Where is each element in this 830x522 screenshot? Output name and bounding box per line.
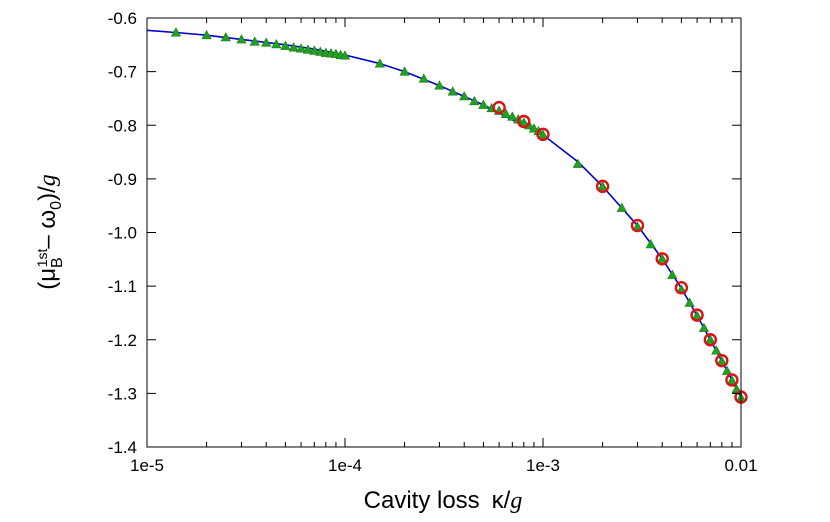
circle-point bbox=[536, 127, 550, 142]
triangle-point bbox=[288, 42, 299, 52]
triangle-point bbox=[280, 40, 291, 50]
triangle-point bbox=[434, 80, 445, 90]
x-tick-label: 1e-3 bbox=[526, 456, 560, 475]
triangle-point bbox=[698, 322, 710, 332]
triangle-point bbox=[302, 44, 314, 54]
circle-point bbox=[517, 114, 531, 129]
circle-point bbox=[492, 100, 506, 115]
triangle-point bbox=[339, 50, 351, 60]
circle-point bbox=[715, 353, 729, 368]
y-tick-label: -1.3 bbox=[108, 384, 137, 403]
triangle-point bbox=[667, 269, 678, 279]
y-tick-label: -0.7 bbox=[108, 63, 137, 82]
triangle-point bbox=[616, 202, 627, 212]
triangle-point bbox=[528, 123, 540, 133]
x-axis-label: Cavity loss κ/g bbox=[364, 487, 523, 514]
circle-point bbox=[595, 179, 610, 194]
x-tick-label: 0.01 bbox=[724, 456, 757, 475]
triangle-point bbox=[309, 45, 320, 55]
triangle-point bbox=[684, 297, 695, 307]
y-tick-label: -0.8 bbox=[108, 116, 137, 135]
triangle-point bbox=[711, 345, 722, 355]
triangle-point bbox=[295, 43, 307, 53]
triangle-point bbox=[478, 99, 489, 109]
triangle-point bbox=[249, 36, 260, 46]
triangle-point bbox=[657, 253, 668, 263]
y-tick-label: -1.4 bbox=[108, 438, 137, 457]
y-tick-label: -1.1 bbox=[108, 277, 137, 296]
circle-point bbox=[690, 308, 704, 322]
triangle-point bbox=[572, 158, 583, 168]
circle-point bbox=[630, 218, 645, 233]
triangle-point bbox=[705, 334, 716, 344]
triangle-point bbox=[507, 111, 518, 121]
triangle-point bbox=[315, 46, 326, 56]
triangle-point bbox=[597, 181, 608, 191]
triangle-point bbox=[726, 375, 738, 385]
triangle-point bbox=[399, 66, 410, 76]
y-tick-label: -1.0 bbox=[108, 224, 137, 243]
axis-ticks: 1e-5 1e-4 1e-3 0.01 -0.6 -0.7 -0.8 -0.9 -1.0 -1.1… bbox=[108, 9, 758, 475]
fit-curve bbox=[146, 29, 742, 399]
triangle-point bbox=[645, 239, 656, 249]
triangle-point bbox=[201, 29, 212, 40]
triangle-point bbox=[374, 58, 385, 68]
triangle-point bbox=[418, 73, 429, 83]
y-tick-label: -1.2 bbox=[108, 331, 137, 350]
triangle-point bbox=[170, 27, 182, 37]
circle-point bbox=[655, 252, 669, 266]
triangle-point bbox=[500, 108, 512, 118]
triangle-point bbox=[447, 86, 458, 96]
y-tick-label: -0.6 bbox=[108, 9, 137, 28]
triangle-point bbox=[469, 95, 480, 106]
x-tick-label: 1e-5 bbox=[130, 456, 164, 475]
triangle-point bbox=[236, 34, 247, 44]
triangle-point bbox=[716, 355, 727, 366]
plot-area bbox=[146, 27, 748, 404]
circle-point bbox=[703, 333, 718, 347]
circle-point bbox=[725, 373, 739, 387]
triangle-point bbox=[261, 37, 272, 47]
triangle-point bbox=[691, 310, 703, 320]
triangle-point bbox=[537, 129, 549, 139]
y-tick-label: -0.9 bbox=[108, 170, 137, 189]
triangle-point bbox=[459, 91, 470, 101]
circle-point bbox=[674, 281, 689, 295]
x-tick-label: 1e-4 bbox=[328, 456, 362, 475]
y-axis-label: (μB1st– ω0)/g bbox=[34, 174, 66, 290]
triangle-point bbox=[271, 39, 282, 49]
triangle-point bbox=[220, 32, 231, 42]
plot-frame bbox=[146, 17, 742, 448]
triangle-point bbox=[721, 365, 733, 375]
